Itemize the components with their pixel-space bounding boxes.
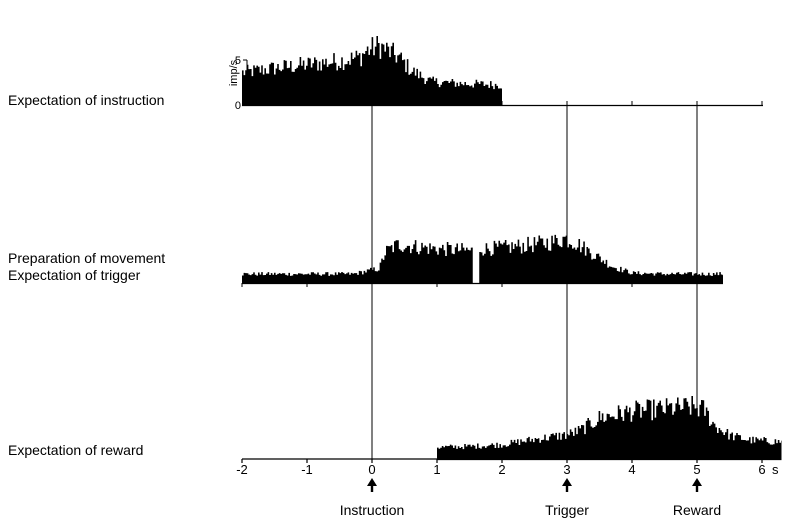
histogram-movement-segment-2: [479, 235, 723, 283]
arrow-instruction-icon: [367, 478, 377, 486]
event-label-instruction: Instruction: [340, 502, 405, 518]
x-tick-label-8: 5: [693, 462, 700, 477]
x-tick-label-2: -1: [301, 462, 313, 477]
arrow-trigger-icon: [562, 478, 572, 486]
y-axis-label: imp/s: [228, 59, 240, 86]
histogram-reward-segment-1: [437, 396, 782, 459]
x-tick-label-5: 2: [498, 462, 505, 477]
x-tick-label-4: 1: [433, 462, 440, 477]
event-label-reward: Reward: [673, 502, 721, 518]
x-axis-unit-label: s: [772, 462, 779, 477]
x-tick-label-6: 3: [563, 462, 570, 477]
x-tick-label-1: -2: [236, 462, 248, 477]
x-tick-label-9: 6: [758, 462, 765, 477]
event-label-trigger: Trigger: [545, 502, 589, 518]
y-tick-label-1: 0: [235, 100, 241, 112]
histogram-instruction-segment-1: [242, 36, 502, 105]
x-tick-label-7: 4: [628, 462, 635, 477]
histogram-movement-segment-1: [242, 240, 473, 283]
x-tick-label-3: 0: [368, 462, 375, 477]
arrow-reward-icon: [692, 478, 702, 486]
